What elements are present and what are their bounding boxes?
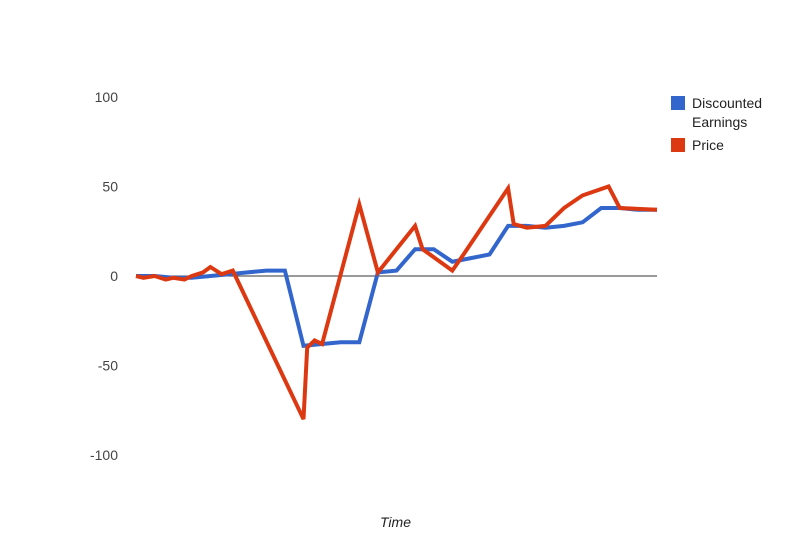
legend: Discounted Earnings Price bbox=[671, 95, 762, 153]
legend-swatch-price bbox=[671, 138, 685, 152]
x-axis-label: Time bbox=[380, 514, 411, 530]
y-tick-label: -50 bbox=[98, 358, 118, 374]
y-axis-ticks: 100 50 0 -50 -100 bbox=[90, 89, 118, 463]
series-line-price[interactable] bbox=[135, 182, 658, 421]
y-tick-label: -100 bbox=[90, 447, 118, 463]
legend-label-discounted-earnings-line1: Discounted bbox=[692, 95, 762, 111]
y-tick-label: 50 bbox=[102, 179, 118, 195]
legend-entry-discounted-earnings[interactable]: Discounted Earnings bbox=[671, 95, 762, 130]
series-line-discounted-earnings[interactable] bbox=[136, 206, 657, 348]
y-tick-label: 0 bbox=[110, 268, 118, 284]
series-layer bbox=[135, 182, 658, 421]
legend-label-price: Price bbox=[692, 137, 724, 153]
legend-swatch-discounted-earnings bbox=[671, 96, 685, 110]
legend-label-discounted-earnings-line2: Earnings bbox=[692, 114, 747, 130]
y-tick-label: 100 bbox=[95, 89, 119, 105]
legend-entry-price[interactable]: Price bbox=[671, 137, 724, 153]
